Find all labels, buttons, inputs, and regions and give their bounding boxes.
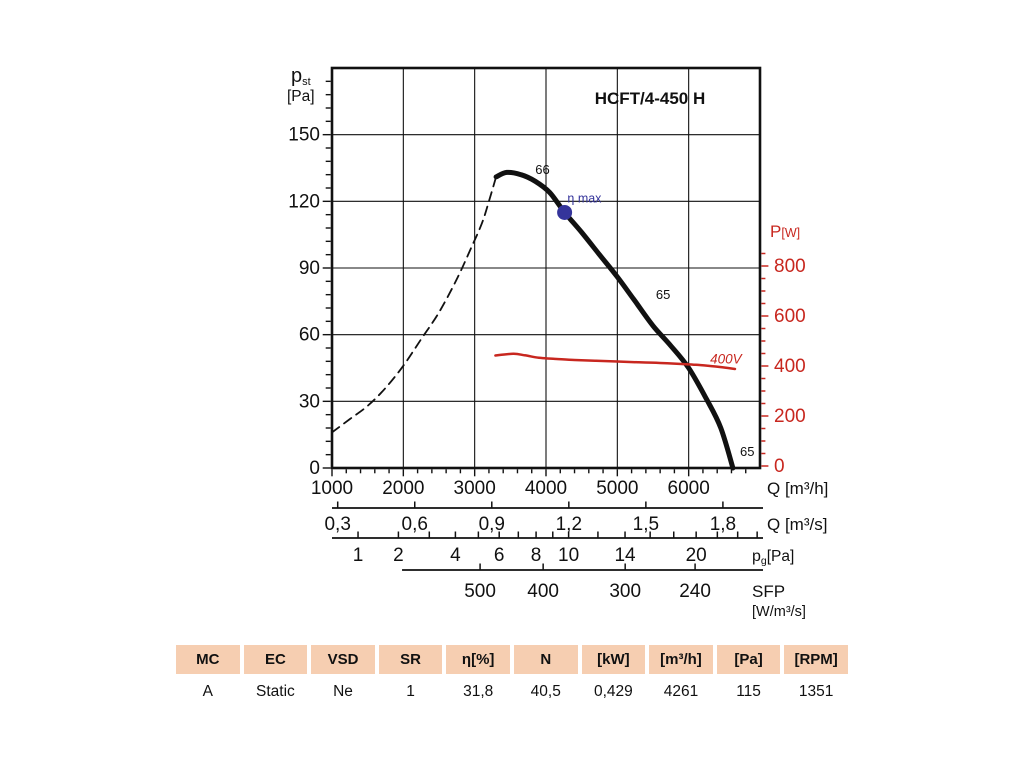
- y-tick-label: 60: [299, 325, 320, 346]
- p-tick-label: 200: [774, 406, 806, 427]
- m3s-tick-label: 0,6: [402, 514, 428, 535]
- annotation-1: 65: [656, 287, 670, 302]
- spec-col-9: [RPM] 1351: [784, 645, 848, 701]
- annotation-3: η max: [567, 191, 602, 205]
- m3s-axis-unit: Q [m³/s]: [767, 515, 827, 534]
- spec-header: [Pa]: [716, 645, 781, 674]
- pg-tick-label: 20: [686, 545, 707, 566]
- x-tick-label: 5000: [596, 478, 638, 499]
- pg-tick-label: 4: [450, 545, 461, 566]
- pg-tick-label: 6: [494, 545, 505, 566]
- y-tick-label: 150: [288, 125, 320, 146]
- sfp-tick-label: 240: [679, 581, 711, 602]
- spec-header: [m³/h]: [649, 645, 713, 674]
- y-axis-title: pst: [291, 65, 311, 88]
- spec-header: SR: [378, 645, 443, 674]
- spec-header: N: [513, 645, 578, 674]
- x-tick-label: 2000: [382, 478, 424, 499]
- spec-col-8: [Pa] 115: [716, 645, 781, 701]
- x-tick-label: 6000: [668, 478, 710, 499]
- p-tick-label: 0: [774, 456, 785, 477]
- pg-axis-unit: pg[Pa]: [752, 548, 794, 567]
- spec-table: MC A EC Static VSD Ne SR 1 η[%] 31,8 N 40,5 [kW] 0,42…: [176, 645, 848, 701]
- x-tick-label: 1000: [311, 478, 353, 499]
- m3s-tick-label: 1,5: [633, 514, 659, 535]
- spec-value: 1: [406, 683, 415, 700]
- chart-title: HCFT/4-450 H: [595, 89, 706, 108]
- annotation-4: 400V: [710, 351, 744, 366]
- p-axis-title: P[W]: [770, 222, 800, 241]
- y-tick-label: 0: [309, 458, 320, 479]
- spec-col-5: N 40,5: [513, 645, 578, 701]
- spec-value: Ne: [333, 683, 353, 700]
- x-axis-unit: Q [m³/h]: [767, 479, 828, 498]
- annotation-0: 66: [535, 162, 549, 177]
- spec-value: 1351: [798, 683, 834, 700]
- sub-axis-pg: 1 2 4 6 8 10 14 20 pg[Pa]: [332, 531, 794, 567]
- spec-value: A: [202, 683, 213, 700]
- plot-frame: [330, 66, 762, 470]
- x-tick-label: 4000: [525, 478, 567, 499]
- m3s-tick-label: 1,8: [710, 514, 736, 535]
- m3s-tick-label: 0,3: [324, 514, 350, 535]
- pg-tick-label: 8: [531, 545, 542, 566]
- fan-curve: [493, 169, 736, 471]
- pg-tick-label: 14: [614, 545, 636, 566]
- m3s-tick-label: 0,9: [479, 514, 505, 535]
- grid-lines: [332, 68, 760, 468]
- spec-col-7: [m³/h] 4261: [649, 645, 713, 701]
- spec-header: [RPM]: [784, 645, 848, 674]
- spec-col-6: [kW] 0,429: [581, 645, 646, 701]
- spec-col-0: MC A: [176, 645, 240, 701]
- spec-header: VSD: [311, 645, 375, 674]
- sfp-tick-label: 300: [609, 581, 641, 602]
- spec-value: 31,8: [463, 683, 494, 700]
- m3s-tick-label: 1,2: [556, 514, 582, 535]
- spec-header: η[%]: [446, 645, 510, 674]
- eta-max-point: [557, 204, 573, 220]
- spec-value: 40,5: [530, 683, 561, 700]
- pg-tick-label: 2: [393, 545, 404, 566]
- pg-tick-label: 10: [558, 545, 579, 566]
- p-tick-label: 400: [774, 356, 806, 377]
- spec-header: [kW]: [581, 645, 646, 674]
- sfp-tick-label: 400: [527, 581, 559, 602]
- pg-tick-label: 1: [353, 545, 364, 566]
- annotation-2: 65: [740, 444, 754, 459]
- spec-value: 0,429: [593, 683, 633, 700]
- y-tick-label: 30: [299, 391, 320, 412]
- y-tick-label: 120: [288, 191, 320, 212]
- y-tick-label: 90: [299, 258, 320, 279]
- spec-col-2: VSD Ne: [311, 645, 375, 701]
- p-tick-label: 800: [774, 256, 806, 277]
- spec-col-4: η[%] 31,8: [446, 645, 510, 701]
- p-axis-watts: 0 200 400 600 800 P[W]: [761, 222, 806, 477]
- spec-value: Static: [256, 683, 295, 700]
- y-axis-pst: 0 30 60 90 120 150 pst[Pa]: [287, 65, 331, 479]
- performance-chart: 1000 2000 3000 4000 5000 6000 Q [m³/h]03060901…: [287, 65, 828, 620]
- y-axis-unit: [Pa]: [287, 88, 315, 105]
- fan-curve-unstable: [331, 176, 497, 434]
- sfp-axis-label: SFP: [752, 582, 785, 601]
- spec-value: 115: [736, 683, 761, 700]
- x-tick-label: 3000: [454, 478, 496, 499]
- power-curve-400V: [494, 352, 737, 371]
- p-tick-label: 600: [774, 306, 806, 327]
- sfp-axis-unit: [W/m³/s]: [752, 604, 806, 620]
- sub-axis-sfp: 500 400 300 240 SFP [W/m³/s]: [402, 563, 806, 620]
- spec-col-1: EC Static: [243, 645, 308, 701]
- sfp-tick-label: 500: [464, 581, 496, 602]
- spec-header: MC: [176, 645, 240, 674]
- spec-col-3: SR 1: [378, 645, 443, 701]
- spec-value: 4261: [663, 683, 699, 700]
- sub-axis-m3s: 0,3 0,6 0,9 1,2 1,5 1,8 Q [m³/s]: [324, 501, 827, 535]
- spec-header: EC: [243, 645, 308, 674]
- x-axis-m3h: 1000 2000 3000 4000 5000 6000 Q [m³/h]: [311, 469, 828, 499]
